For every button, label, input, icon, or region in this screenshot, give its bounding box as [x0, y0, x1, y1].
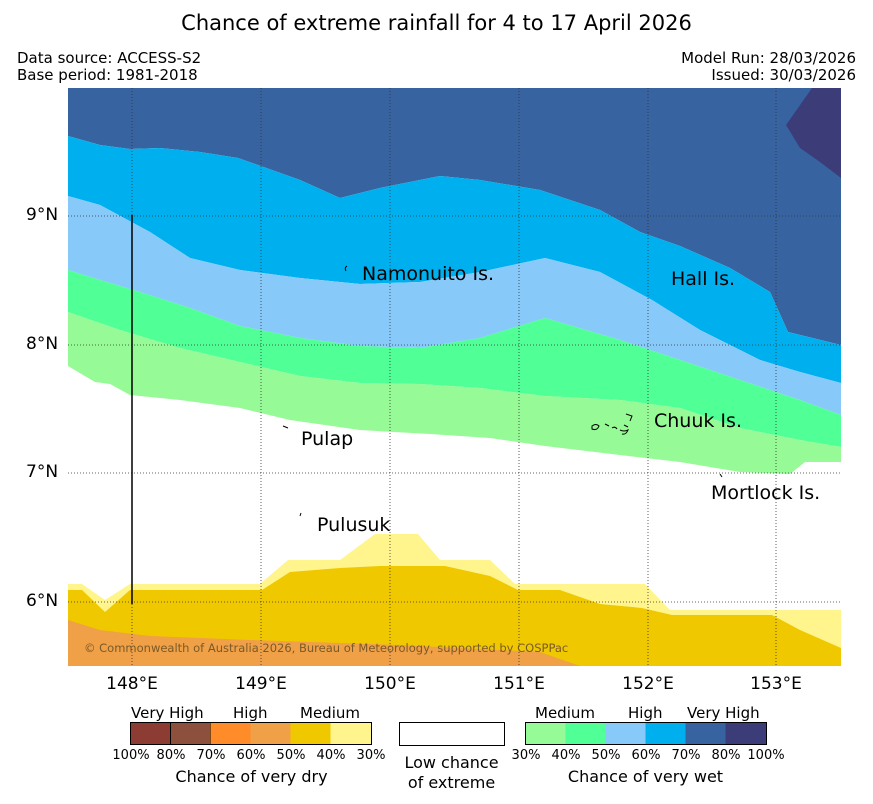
legend-wet-tick: 70%	[671, 748, 701, 763]
lat-tick-6n: 6°N	[26, 591, 59, 611]
legend-wet-tick: 30%	[511, 748, 541, 763]
lon-tick-149e: 149°E	[235, 674, 287, 694]
place-label-pulap: Pulap	[301, 428, 354, 450]
legend-dry-tick: 40%	[316, 748, 346, 763]
legend-dry-colorbar	[130, 722, 372, 745]
legend-wet-tick: 40%	[551, 748, 581, 763]
legend-dry-tick: 70%	[196, 748, 226, 763]
island-marks	[282, 265, 723, 517]
legend-dry-tick: 100%	[112, 748, 150, 763]
lat-tick-8n: 8°N	[26, 334, 59, 354]
lon-tick-150e: 150°E	[364, 674, 416, 694]
legend-dry-medium: Medium	[300, 704, 360, 722]
legend-neutral-box	[399, 722, 505, 746]
legend-wet-colorbar	[525, 722, 767, 745]
band-wet-high-1	[68, 196, 841, 415]
legend-wet-tick: 80%	[711, 748, 741, 763]
band-wet-medium-2	[68, 270, 841, 447]
legend-wet-tick: 100%	[747, 748, 785, 763]
legend-neutral-line1: Low chance	[404, 753, 499, 772]
legend-wet-tick: 60%	[631, 748, 661, 763]
place-label-pulusuk: Pulusuk	[317, 514, 391, 536]
legend-wet-high: High	[628, 704, 663, 722]
legend-dry-tick: 60%	[236, 748, 266, 763]
place-label-chuuk: Chuuk Is.	[654, 410, 742, 432]
legend-dry-tick: 50%	[276, 748, 306, 763]
legend-wet-tick: 50%	[591, 748, 621, 763]
lon-tick-152e: 152°E	[622, 674, 674, 694]
gridlines	[68, 88, 841, 666]
legend-dry-tick: 80%	[156, 748, 186, 763]
legend-dry-very-high: Very High	[131, 704, 204, 722]
map-bands	[68, 88, 841, 666]
legend-wet-very-high: Very High	[687, 704, 760, 722]
band-wet-very-high-2	[786, 88, 841, 178]
lat-tick-7n: 7°N	[26, 462, 59, 482]
band-wet-high-2	[68, 136, 841, 383]
lon-tick-148e: 148°E	[106, 674, 158, 694]
issued-text: Issued: 30/03/2026	[711, 66, 856, 84]
legend-dry-title: Chance of very dry	[175, 767, 328, 786]
band-dry-high-1	[68, 620, 580, 666]
lon-tick-151e: 151°E	[493, 674, 545, 694]
place-label-namonuito: Namonuito Is.	[362, 263, 495, 285]
model-run-text: Model Run: 28/03/2026	[681, 49, 856, 67]
data-source-text: Data source: ACCESS-S2	[17, 49, 202, 67]
lon-tick-153e: 153°E	[750, 674, 802, 694]
base-period-text: Base period: 1981-2018	[17, 66, 198, 84]
place-label-hall: Hall Is.	[671, 268, 736, 290]
map-title: Chance of extreme rainfall for 4 to 17 A…	[181, 11, 692, 35]
lat-tick-9n: 9°N	[26, 205, 59, 225]
legend-wet-medium: Medium	[535, 704, 595, 722]
legend-wet-title: Chance of very wet	[567, 767, 724, 786]
legend-neutral-line2: of extreme	[407, 773, 496, 792]
copyright-text: © Commonwealth of Australia 2026, Bureau…	[84, 641, 568, 655]
legend-dry-tick: 30%	[356, 748, 386, 763]
place-label-mortlock: Mortlock Is.	[711, 482, 821, 504]
band-wet-very-high-1	[68, 88, 841, 345]
legend-dry-high: High	[233, 704, 268, 722]
